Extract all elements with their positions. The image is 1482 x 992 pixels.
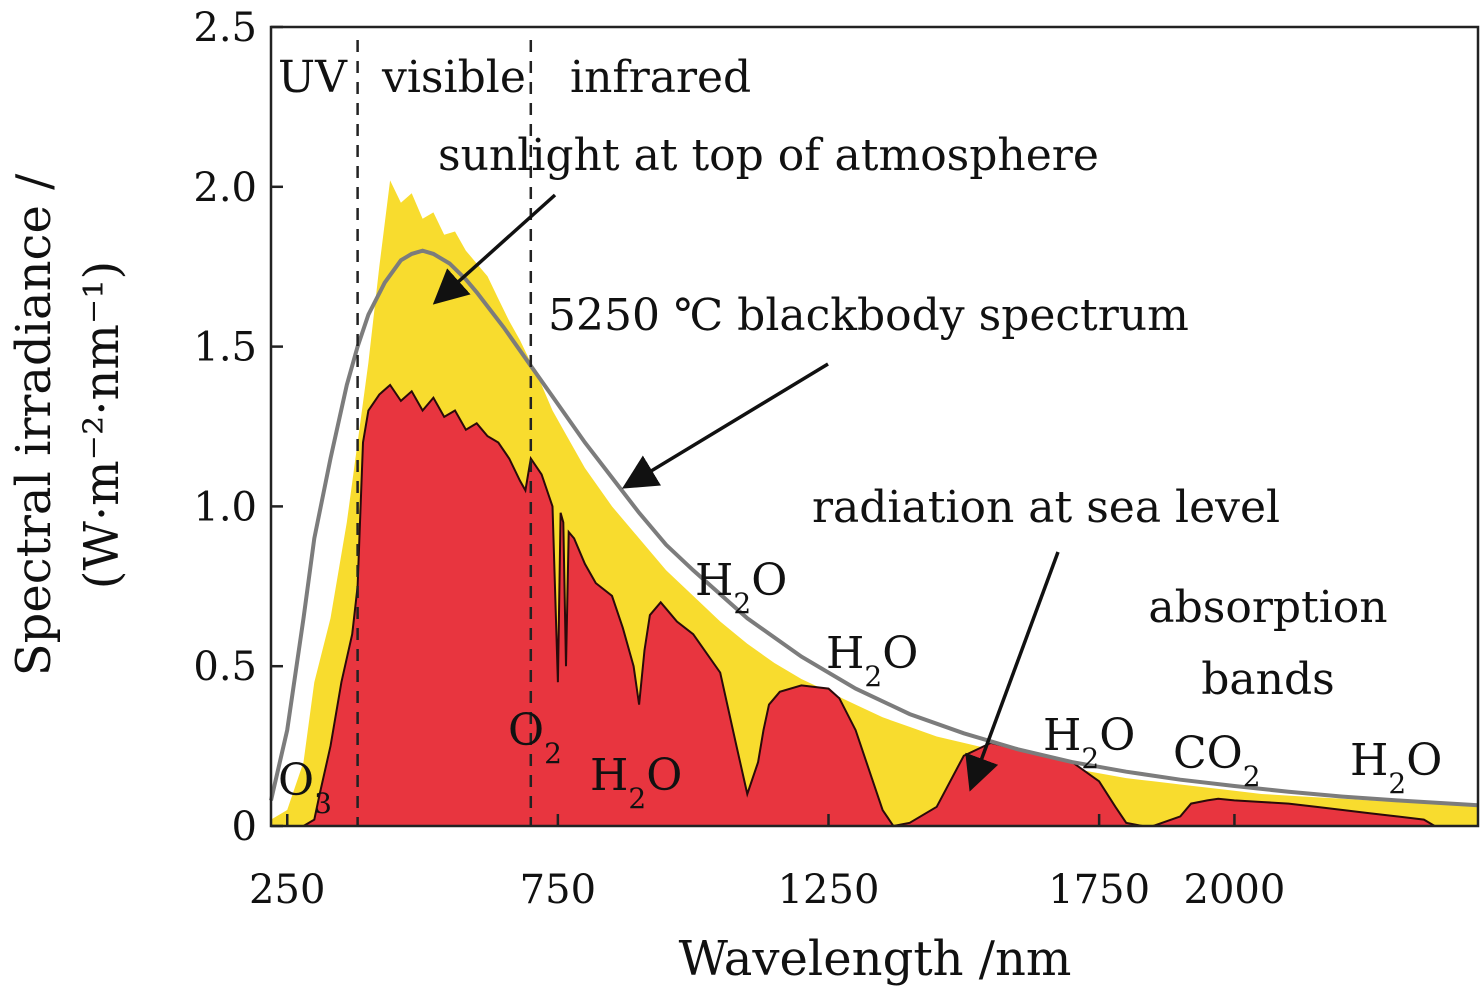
y-axis-title-line-2: (W·m⁻²·nm⁻¹) (74, 261, 130, 589)
blackbody-label: 5250 ℃ blackbody spectrum (548, 290, 1189, 341)
y-tick-label: 1.5 (193, 325, 257, 371)
x-tick-label: 250 (249, 867, 325, 913)
y-axis-ticks: 0 0.5 1.0 1.5 2.0 2.5 (193, 5, 283, 850)
molecule-label: CO2 (1173, 728, 1261, 793)
molecule-label: H2O (826, 628, 918, 693)
absorption-label-line-1: absorption (1148, 582, 1387, 633)
y-tick-label: 0 (232, 804, 257, 850)
plot-frame (269, 25, 1480, 828)
y-axis-title-line-1: Spectral irradiance / (6, 173, 62, 676)
x-axis-title: Wavelength /nm (679, 931, 1072, 987)
molecule-label: H2O (1043, 710, 1135, 775)
sunlight-label: sunlight at top of atmosphere (438, 130, 1099, 181)
y-tick-label: 2.0 (193, 165, 257, 211)
molecule-label: O2 (508, 705, 562, 770)
molecule-label: H2O (590, 750, 682, 815)
molecule-label: H2O (1350, 735, 1442, 800)
sea-level-label: radiation at sea level (812, 482, 1280, 533)
uv-label: UV (278, 52, 348, 103)
molecule-labels: O3 O2 H2O H2O H2O H2O CO2 H2O (278, 555, 1442, 820)
y-tick-label: 1.0 (193, 484, 257, 530)
sunlight-arrow (432, 193, 557, 305)
x-tick-label: 750 (520, 867, 596, 913)
sea-level-area (299, 383, 1478, 828)
molecule-label: O3 (278, 755, 332, 820)
x-tick-label: 1250 (778, 867, 880, 913)
visible-label: visible (381, 52, 526, 103)
x-tick-label: 2000 (1184, 867, 1286, 913)
absorption-label-line-2: bands (1201, 654, 1334, 705)
y-tick-label: 2.5 (193, 5, 257, 51)
x-axis-ticks: 250 750 1250 1750 2000 (249, 814, 1285, 913)
y-tick-label: 0.5 (193, 644, 257, 690)
blackbody-arrow (622, 362, 829, 489)
infrared-label: infrared (570, 52, 751, 103)
sea-level-arrow (965, 551, 1060, 792)
blackbody-curve (269, 248, 1479, 808)
molecule-label: H2O (695, 555, 787, 620)
x-tick-label: 1750 (1048, 867, 1150, 913)
